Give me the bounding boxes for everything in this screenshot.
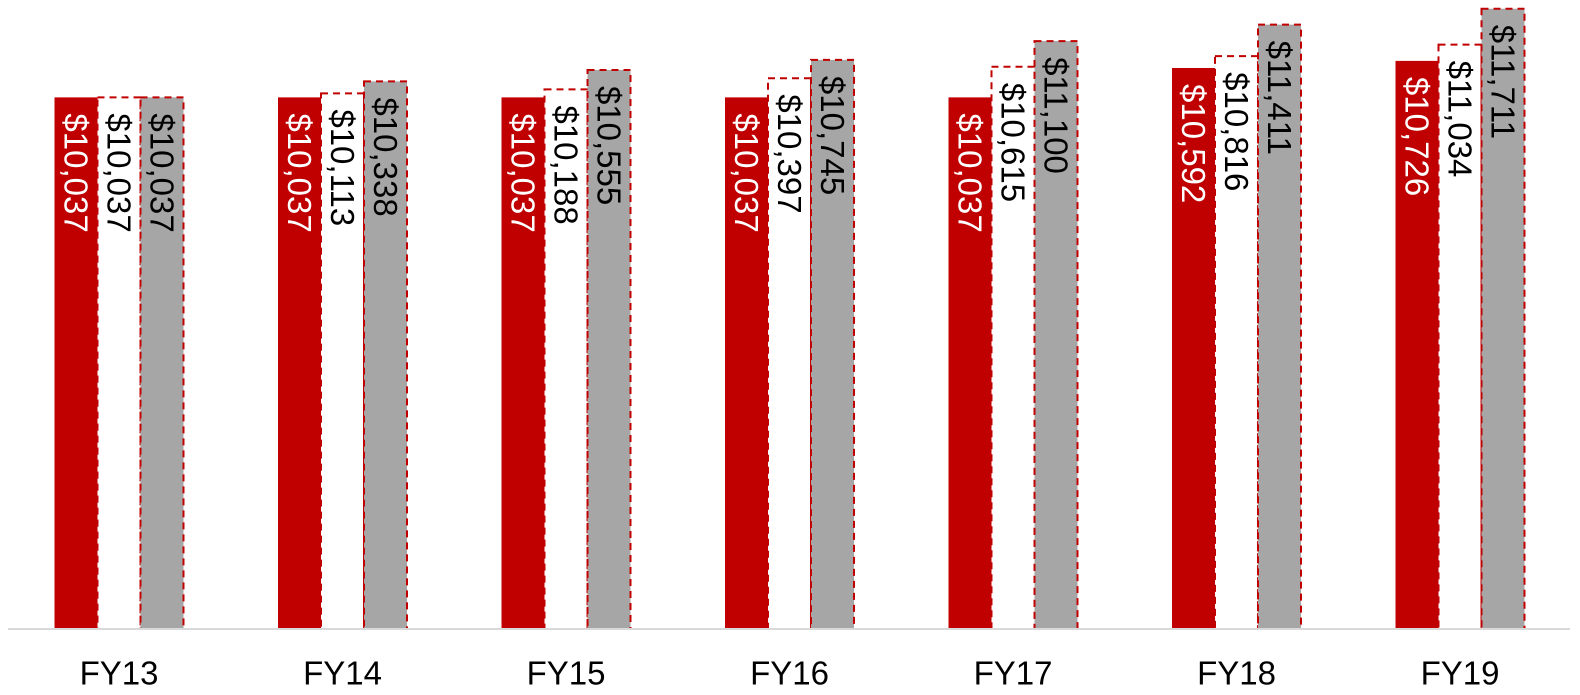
x-tick-label-fy14: FY14 [303,655,382,692]
bar-fy13-series-1 [54,97,98,630]
bar-value-label: $10,188 [548,105,585,224]
bar-value-label: $11,711 [1485,25,1522,139]
x-tick-label-fy19: FY19 [1421,655,1500,692]
bar-group-fy19: $10,726 $11,034 $11,711 [1395,7,1526,631]
bar-fy15-series-2 [543,88,589,631]
bar-value-label: $10,037 [57,113,94,232]
bar-fy14-series-1 [278,97,321,630]
bar-value-label: $11,100 [1038,57,1075,174]
x-tick-label-fy13: FY13 [80,655,159,692]
bar-group-fy15: $10,037 $10,188 $10,555 [501,68,632,631]
bar-fy19-series-3 [1480,7,1526,630]
bar-value-label: $10,037 [952,113,989,232]
bar-value-label: $10,615 [995,83,1032,202]
bar-value-label: $10,555 [591,86,628,205]
bar-fy18-series-3 [1257,23,1302,630]
bar-value-label: $11,034 [1442,61,1479,178]
x-tick-label-fy16: FY16 [750,655,829,692]
bar-fy13-series-3 [139,96,185,631]
bar-value-label: $10,397 [771,94,808,213]
bar-group-fy18: $10,592 $10,816 $11,411 [1172,23,1302,630]
bar-group-fy16: $10,037 $10,397 $10,745 [725,58,855,631]
x-tick-label-fy15: FY15 [527,655,606,692]
bar-value-label: $10,037 [100,113,137,232]
bar-group-fy14: $10,037 $10,113 $10,338 [278,80,408,630]
bar-value-label: $10,745 [814,76,851,195]
bar-fy16-series-3 [810,58,855,631]
bar-value-label: $10,592 [1175,84,1212,203]
bar-fy16-series-1 [725,97,768,630]
bar-fy18-series-1 [1172,67,1215,630]
bar-value-label: $11,411 [1261,41,1298,155]
bar-fy16-series-2 [767,77,812,630]
bar-fy13-series-2 [96,96,142,631]
bar-value-label: $10,037 [144,113,181,232]
bar-value-label: $10,816 [1218,72,1255,191]
bar-group-fy13: $10,037 $10,037 $10,037 [54,96,185,631]
bar-fy14-series-3 [363,80,408,630]
bar-value-label: $10,037 [505,113,542,232]
bar-fy19-series-1 [1395,60,1439,629]
bar-value-label: $10,113 [324,109,361,226]
bar-fy15-series-1 [501,97,545,630]
bar-fy17-series-1 [948,97,992,630]
bar-group-fy17: $10,037 $10,615 $11,100 [948,40,1079,630]
x-tick-label-fy17: FY17 [974,655,1053,692]
bar-fy14-series-2 [320,92,365,630]
bar-fy19-series-2 [1437,43,1483,631]
bar-value-label: $10,037 [281,113,318,232]
bars-layer: $10,037 $10,037 $10,037 $10,037 $10,113 $10,3… [54,7,1526,631]
x-tick-labels: FY13 FY14 FY15 FY16 FY17 FY18 FY19 [80,655,1500,692]
bar-fy15-series-3 [586,68,632,630]
bar-value-label: $10,037 [728,113,765,232]
x-tick-label-fy18: FY18 [1197,655,1276,692]
bar-value-label: $10,338 [367,97,404,216]
bar-value-label: $10,726 [1399,77,1436,196]
